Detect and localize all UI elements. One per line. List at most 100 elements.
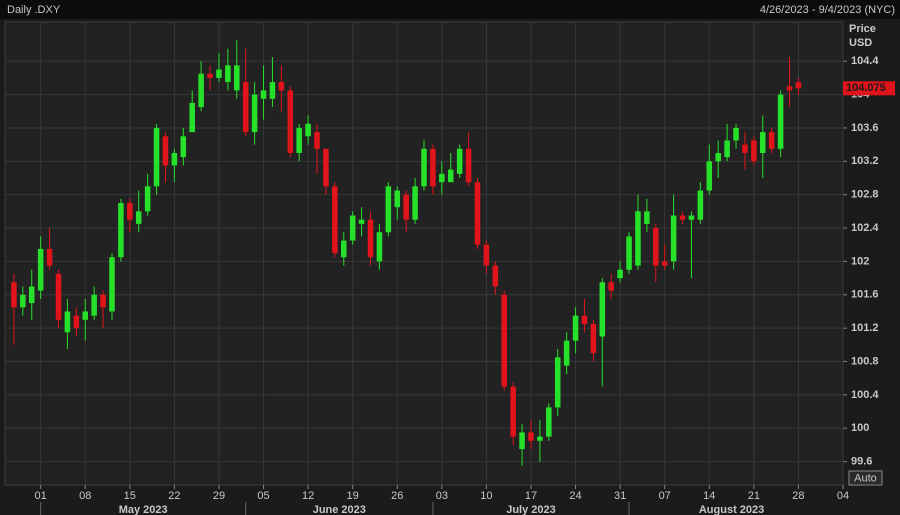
candle-body bbox=[795, 82, 802, 89]
plot-area bbox=[4, 21, 844, 486]
candle-body bbox=[37, 248, 44, 291]
candle-body bbox=[608, 282, 614, 291]
candle-body bbox=[376, 232, 383, 262]
candle-body bbox=[572, 315, 579, 341]
candle-body bbox=[91, 294, 97, 316]
y-tick-label: 104.4 bbox=[851, 55, 879, 67]
candle-body bbox=[332, 186, 338, 254]
candle-body bbox=[189, 102, 195, 133]
x-tick-label: 22 bbox=[168, 490, 180, 502]
candle-body bbox=[269, 82, 276, 99]
candle-body bbox=[171, 152, 178, 166]
candle-body bbox=[510, 386, 516, 437]
candle-body bbox=[251, 94, 258, 133]
x-tick-label: 17 bbox=[525, 490, 537, 502]
candle-body bbox=[287, 90, 294, 153]
candle-body bbox=[617, 269, 623, 279]
month-label: July 2023 bbox=[506, 504, 556, 515]
candle-body bbox=[55, 273, 62, 320]
candle-body bbox=[323, 148, 329, 187]
candle-body bbox=[751, 140, 757, 162]
candle-body bbox=[599, 282, 606, 337]
y-tick-label: 100 bbox=[851, 422, 869, 434]
candle-body bbox=[349, 215, 356, 241]
y-tick-label: 101.6 bbox=[851, 289, 879, 301]
x-tick-label: 14 bbox=[703, 490, 715, 502]
x-tick-label: 28 bbox=[792, 490, 804, 502]
candle-body bbox=[626, 236, 632, 270]
candle-body bbox=[118, 203, 124, 258]
candle-body bbox=[127, 203, 133, 220]
candle-body bbox=[465, 148, 472, 183]
candle-body bbox=[581, 315, 588, 324]
candle-body bbox=[385, 186, 392, 233]
candle-body bbox=[28, 286, 35, 304]
x-tick-label: 05 bbox=[257, 490, 269, 502]
x-tick-label: 01 bbox=[35, 490, 47, 502]
candle-body bbox=[20, 294, 26, 308]
candle-body bbox=[11, 282, 17, 308]
x-tick-label: 29 bbox=[213, 490, 225, 502]
candle-body bbox=[697, 190, 704, 220]
candle-body bbox=[733, 127, 739, 141]
month-label: August 2023 bbox=[699, 504, 764, 515]
autoscale-label[interactable]: Auto bbox=[854, 472, 877, 484]
candle-body bbox=[314, 132, 320, 149]
candle-body bbox=[706, 161, 713, 191]
candle-body bbox=[492, 265, 499, 287]
x-tick-label: 24 bbox=[569, 490, 581, 502]
y-tick-label: 100.8 bbox=[851, 355, 879, 367]
candle-body bbox=[367, 219, 374, 258]
candle-body bbox=[447, 169, 454, 183]
candle-body bbox=[162, 136, 169, 166]
x-tick-label: 12 bbox=[302, 490, 314, 502]
candle-body bbox=[341, 240, 347, 258]
candle-body bbox=[644, 211, 650, 224]
candle-body bbox=[260, 90, 267, 99]
candle-body bbox=[768, 132, 775, 149]
candle-body bbox=[403, 194, 409, 220]
candle-body bbox=[153, 127, 160, 187]
candle-body bbox=[46, 248, 53, 266]
candle-body bbox=[439, 173, 445, 183]
candle-body bbox=[474, 182, 481, 245]
y-tick-label: 103.6 bbox=[851, 122, 879, 134]
candle-body bbox=[135, 211, 142, 224]
month-label: June 2023 bbox=[313, 504, 366, 515]
date-range: 4/26/2023 - 9/4/2023 (NYC) bbox=[760, 4, 895, 16]
candle-body bbox=[786, 86, 793, 91]
y-tick-label: 101.2 bbox=[851, 322, 879, 334]
candle-body bbox=[546, 407, 552, 437]
candle-body bbox=[430, 148, 436, 187]
candle-body bbox=[661, 261, 668, 266]
candle-body bbox=[225, 65, 231, 83]
candle-body bbox=[635, 211, 641, 266]
candle-body bbox=[100, 294, 106, 308]
candle-body bbox=[528, 432, 534, 441]
candle-body bbox=[724, 140, 730, 158]
y-axis-label: Price bbox=[849, 23, 876, 35]
x-tick-label: 26 bbox=[391, 490, 403, 502]
candle-body bbox=[742, 144, 748, 153]
candle-body bbox=[216, 69, 222, 78]
y-tick-label: 102.8 bbox=[851, 189, 879, 201]
candle-body bbox=[64, 311, 71, 333]
candle-body bbox=[537, 436, 543, 441]
candle-body bbox=[715, 152, 721, 162]
candle-body bbox=[109, 257, 115, 312]
x-tick-label: 03 bbox=[436, 490, 448, 502]
candle-body bbox=[670, 215, 677, 262]
last-price-box bbox=[843, 81, 895, 96]
candle-body bbox=[421, 148, 427, 187]
last-price-label: 104.075 bbox=[846, 82, 886, 94]
x-tick-label: 07 bbox=[659, 490, 671, 502]
candle-body bbox=[234, 65, 240, 91]
candle-body bbox=[394, 190, 401, 208]
candle-body bbox=[519, 432, 525, 450]
y-tick-label: 100.4 bbox=[851, 389, 879, 401]
candle-body bbox=[412, 186, 418, 220]
autoscale-button[interactable] bbox=[848, 470, 883, 486]
candle-body bbox=[590, 323, 597, 354]
candle-body bbox=[760, 132, 766, 153]
